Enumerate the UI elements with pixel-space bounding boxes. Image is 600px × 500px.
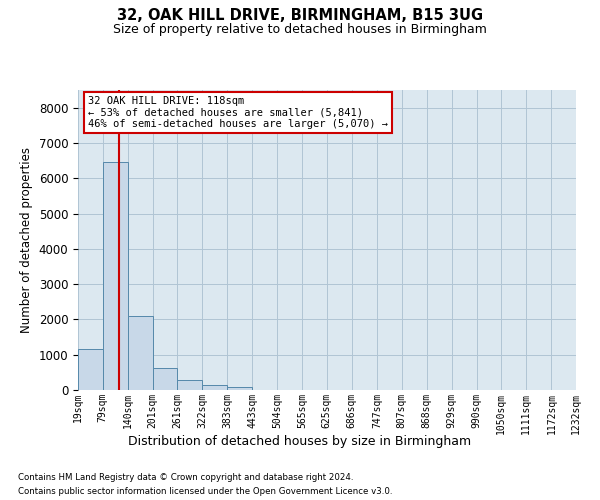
Bar xyxy=(153,368,178,390)
Text: Distribution of detached houses by size in Birmingham: Distribution of detached houses by size … xyxy=(128,435,472,448)
Bar xyxy=(202,386,227,390)
Text: Contains HM Land Registry data © Crown copyright and database right 2024.: Contains HM Land Registry data © Crown c… xyxy=(18,472,353,482)
Bar xyxy=(103,162,128,390)
Y-axis label: Number of detached properties: Number of detached properties xyxy=(20,147,33,333)
Text: Size of property relative to detached houses in Birmingham: Size of property relative to detached ho… xyxy=(113,22,487,36)
Text: 32, OAK HILL DRIVE, BIRMINGHAM, B15 3UG: 32, OAK HILL DRIVE, BIRMINGHAM, B15 3UG xyxy=(117,8,483,22)
Bar xyxy=(227,387,252,390)
Text: 32 OAK HILL DRIVE: 118sqm
← 53% of detached houses are smaller (5,841)
46% of se: 32 OAK HILL DRIVE: 118sqm ← 53% of detac… xyxy=(88,96,388,129)
Bar xyxy=(178,380,202,390)
Bar xyxy=(128,316,153,390)
Bar xyxy=(78,350,103,390)
Text: Contains public sector information licensed under the Open Government Licence v3: Contains public sector information licen… xyxy=(18,488,392,496)
